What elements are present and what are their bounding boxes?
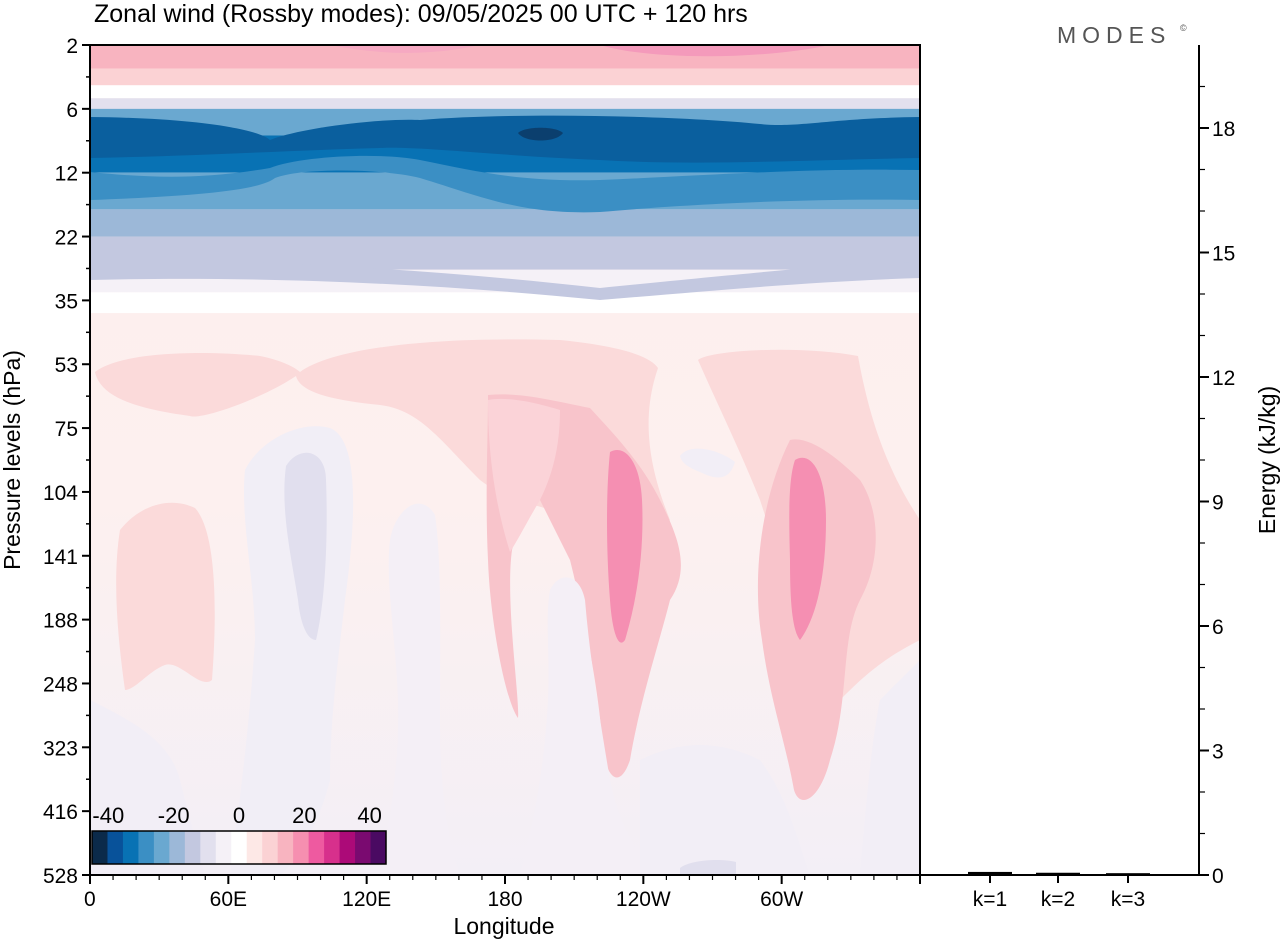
colorbar-swatch — [246, 831, 263, 864]
contour-weak-easterly-90w — [680, 448, 735, 478]
colorbar-tick-label: -40 — [92, 803, 124, 828]
y-tick-label: 35 — [55, 290, 78, 313]
contour-upper-positive-core-1 — [330, 45, 480, 53]
band-2 — [90, 85, 920, 99]
colorbar-swatch — [262, 831, 279, 864]
contour-surface-easterly — [640, 745, 810, 875]
colorbar-swatch — [138, 831, 155, 864]
contour-jet-upper-180 — [488, 398, 560, 552]
y-axis-ticks: 2 6 12 22 35 53 75 104 141 188 248 323 416 528 — [43, 35, 90, 888]
colorbar-swatch — [355, 831, 372, 864]
energy-panel-background — [920, 45, 1200, 875]
y-tick-label: 2 — [66, 35, 78, 58]
contour-subtropical-edge — [90, 261, 920, 300]
x-tick-label: 60E — [210, 888, 247, 911]
energy-panel: k=1 k=2 k=3 0 3 6 9 12 15 18 Energy (kJ/kg) — [919, 45, 1280, 911]
colorbar-swatch — [92, 831, 108, 864]
energy-tick-label: 6 — [1212, 616, 1224, 639]
x-tick-label: 120E — [342, 888, 391, 911]
x-tick-label: 180 — [487, 888, 522, 911]
contour-jet-60w — [757, 439, 876, 800]
energy-axis-ticks: 0 3 6 9 12 15 18 — [1200, 85, 1235, 888]
colorbar-swatch — [370, 831, 387, 864]
y-tick-label: 75 — [55, 418, 78, 441]
colorbar-swatch — [169, 831, 186, 864]
energy-category-label: k=3 — [1111, 888, 1145, 911]
contour-easterly-minimum — [518, 127, 563, 141]
contour-weak-easterly-140e — [380, 503, 460, 875]
contour-strong-easterly-core — [90, 115, 920, 163]
energy-bars: k=1 k=2 k=3 — [968, 871, 1150, 911]
y-tick-label: 323 — [43, 737, 78, 760]
contour-jet-core-60w — [789, 457, 826, 640]
energy-tick-label: 18 — [1212, 118, 1235, 141]
contour-surface-blob — [680, 860, 736, 875]
colorbar-swatch — [184, 831, 201, 864]
colorbar-frame — [91, 830, 387, 865]
y-tick-label: 528 — [43, 865, 78, 888]
energy-tick-label: 15 — [1212, 243, 1235, 266]
y-tick-label: 248 — [43, 673, 78, 696]
y-axis-label: Pressure levels (hPa) — [0, 350, 25, 570]
heatmap-field — [90, 45, 920, 875]
x-axis-ticks: 0 60E 120E 180 120W 60W — [84, 875, 921, 911]
y-tick-label: 53 — [55, 354, 78, 377]
colorbar-swatch — [293, 831, 310, 864]
y-tick-label: 12 — [55, 163, 78, 186]
energy-tick-label: 9 — [1212, 492, 1224, 515]
colorbar: -40 -20 0 20 40 — [91, 803, 387, 865]
y-tick-label: 141 — [43, 546, 78, 569]
energy-axis-label: Energy (kJ/kg) — [1254, 386, 1280, 534]
colorbar-swatch — [107, 831, 124, 864]
colorbar-tick-label: -20 — [158, 803, 190, 828]
band-3 — [90, 98, 920, 109]
energy-tick-label: 0 — [1212, 865, 1224, 888]
contour-upper-positive-core-2 — [600, 45, 830, 57]
energy-bar — [1036, 872, 1080, 875]
x-tick-label: 0 — [84, 888, 96, 911]
colorbar-swatch — [122, 831, 139, 864]
contour-easterly-band-edge — [90, 155, 920, 213]
contour-easterly-core-90e — [284, 452, 327, 640]
x-tick-label: 120W — [616, 888, 671, 911]
colorbar-swatch — [231, 831, 248, 864]
colorbar-swatch — [153, 831, 170, 864]
x-tick-label: 60W — [760, 888, 803, 911]
colorbar-swatch — [308, 831, 325, 864]
chart-title: Zonal wind (Rossby modes): 09/05/2025 00… — [94, 0, 748, 28]
x-axis-label: Longitude — [453, 913, 554, 939]
band-7 — [90, 209, 920, 237]
colorbar-tick-label: 0 — [233, 803, 245, 828]
colorbar-swatch — [339, 831, 356, 864]
contour-jet-40e — [116, 502, 215, 690]
colorbar-swatch — [324, 831, 341, 864]
y-tick-label: 6 — [66, 99, 78, 122]
energy-tick-label: 12 — [1212, 367, 1235, 390]
energy-tick-label: 3 — [1212, 741, 1224, 764]
y-tick-label: 416 — [43, 801, 78, 824]
colorbar-tick-label: 40 — [357, 803, 381, 828]
colorbar-swatch — [277, 831, 294, 864]
contour-surface-east-edge — [860, 660, 920, 875]
contour-jet-core-120w — [607, 450, 643, 643]
energy-bar — [1106, 873, 1150, 876]
contour-weak-easterly-180 — [520, 577, 660, 875]
energy-bar — [968, 871, 1012, 875]
colorbar-swatch — [200, 831, 217, 864]
y-tick-label: 188 — [43, 610, 78, 633]
y-tick-label: 104 — [43, 482, 78, 505]
modes-logo: MODES — [1057, 22, 1171, 48]
modes-logo-mark: © — [1180, 23, 1187, 33]
band-10 — [90, 292, 920, 314]
energy-category-label: k=2 — [1041, 888, 1075, 911]
colorbar-tick-label: 20 — [292, 803, 316, 828]
energy-category-label: k=1 — [973, 888, 1007, 911]
y-tick-label: 22 — [55, 227, 78, 250]
colorbar-swatch — [215, 831, 232, 864]
band-1 — [90, 68, 920, 86]
